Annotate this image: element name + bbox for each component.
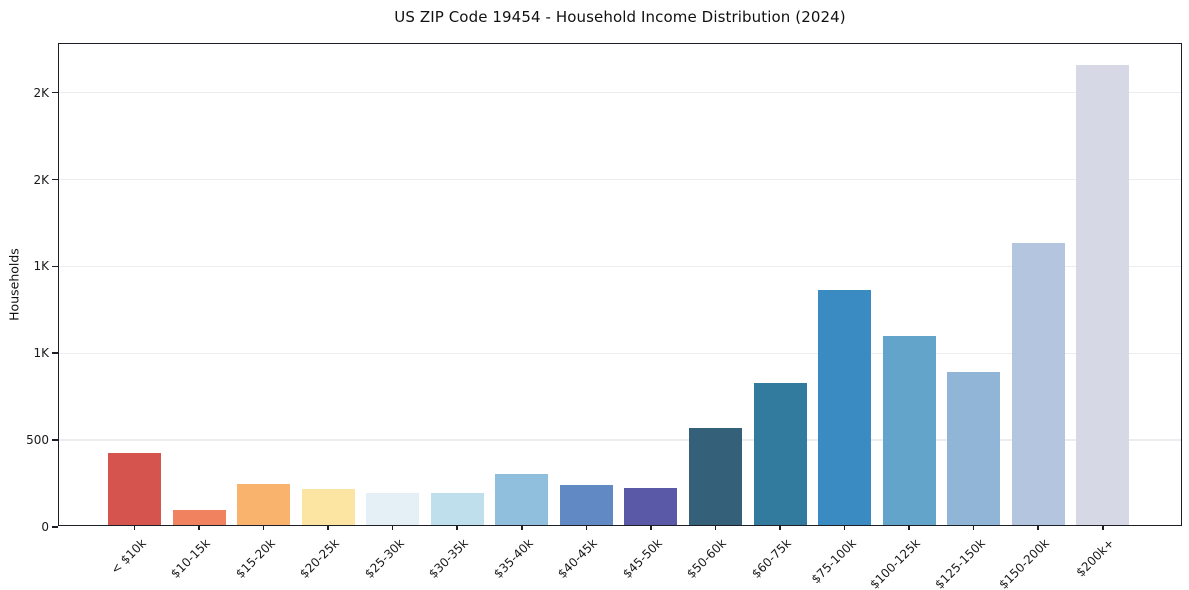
x-tick-mark (133, 525, 136, 530)
x-tick-mark (1101, 525, 1104, 530)
x-tick-mark (585, 525, 588, 530)
bar (366, 492, 420, 525)
bar (1076, 65, 1130, 525)
x-tick-mark (908, 525, 910, 530)
x-tick-mark (779, 525, 781, 530)
gridline (59, 265, 1181, 268)
y-tick-mark (52, 265, 58, 268)
x-tick-mark (391, 525, 394, 530)
y-tick-mark (52, 91, 58, 94)
bar (818, 290, 872, 525)
y-tick-label: 500 (26, 433, 49, 448)
bar (108, 452, 161, 525)
x-tick-label: < $10k (107, 536, 149, 577)
y-tick-mark (52, 439, 58, 441)
bar (559, 485, 613, 525)
x-tick-mark (456, 525, 459, 530)
y-tick-label: 2K (33, 85, 49, 100)
gridline (59, 352, 1181, 354)
bar (172, 510, 226, 525)
x-tick-mark (262, 525, 265, 530)
x-tick-mark (843, 525, 846, 530)
plot-area: 0 500 1K 1K 2K 2K < $10k $10-15k $15-20k $20-25k $… (26, 43, 1182, 590)
bar (753, 382, 807, 525)
x-tick-mark (1037, 525, 1039, 530)
y-tick-mark (52, 526, 58, 528)
y-tick-label: 2K (33, 172, 49, 187)
bar (237, 484, 291, 525)
bar (688, 427, 742, 525)
y-tick-label: 0 (41, 520, 49, 534)
y-tick-mark (52, 178, 58, 181)
x-tick-mark (521, 525, 523, 530)
gridline (59, 439, 1181, 441)
bar (301, 489, 355, 525)
y-tick-label: 1K (33, 259, 49, 274)
x-tick-mark (198, 525, 200, 530)
x-tick-mark (972, 525, 975, 530)
y-tick-mark (52, 352, 58, 355)
bar (624, 487, 678, 525)
gridline (59, 178, 1181, 181)
bar (495, 473, 549, 525)
bar (882, 335, 936, 525)
bar (430, 492, 484, 525)
bar (1011, 242, 1065, 525)
y-tick-label: 1K (33, 346, 49, 361)
gridline (59, 91, 1181, 94)
bar (947, 372, 1001, 525)
chart-title: US ZIP Code 19454 - Household Income Dis… (394, 8, 846, 26)
x-tick-mark (650, 525, 652, 530)
x-tick-mark (327, 525, 329, 530)
x-tick-mark (714, 525, 717, 530)
